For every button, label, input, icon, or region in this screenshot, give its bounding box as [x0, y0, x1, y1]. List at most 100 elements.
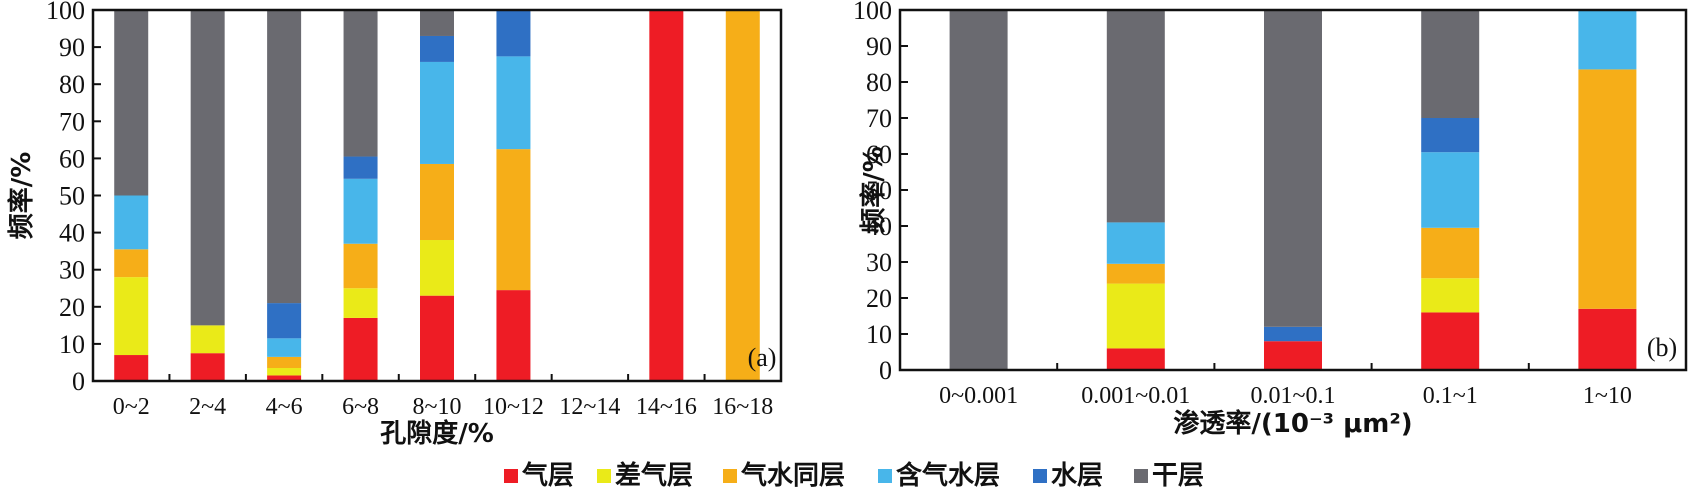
y-tick-label: 80 [59, 70, 85, 99]
bar-segment [420, 35, 454, 62]
x-tick-label: 16~18 [712, 394, 773, 420]
bar-segment [190, 325, 225, 354]
legend-label: 水层 [1051, 461, 1103, 491]
y-tick-label: 20 [866, 284, 892, 313]
y-tick-label: 70 [866, 104, 892, 133]
bar-segment [1421, 278, 1480, 313]
legend-label: 含气水层 [896, 460, 1000, 491]
y-tick-label: 40 [59, 219, 85, 248]
bar-segment [1106, 263, 1165, 284]
legend-swatch [597, 469, 611, 483]
bar-segment [496, 56, 531, 150]
bar-segment [267, 338, 302, 357]
legend-label: 干层 [1152, 461, 1204, 491]
legend-label: 差气层 [615, 460, 693, 491]
bar-segment [1421, 312, 1480, 370]
bar-segment [496, 149, 531, 291]
bar-segment [420, 10, 454, 36]
legend-label: 气层 [521, 460, 574, 491]
bar-segment [1421, 118, 1480, 153]
bar-segment [190, 10, 225, 326]
bar-segment [267, 303, 302, 339]
bar-segment [420, 295, 454, 381]
bar-segment [114, 355, 149, 381]
legend-swatch [723, 469, 737, 483]
y-axis-label: 频率/% [858, 146, 889, 234]
x-axis-label: 孔隙度/% [380, 418, 494, 449]
bar-segment [1106, 222, 1165, 264]
bar-segment [725, 10, 760, 381]
bar-segment [420, 61, 454, 164]
legend-label: 气水同层 [740, 460, 845, 491]
bar-segment [1578, 308, 1637, 370]
x-tick-label: 0~0.001 [939, 383, 1018, 409]
bar-segment [343, 288, 378, 318]
panel-label: (a) [748, 343, 777, 372]
y-tick-label: 10 [866, 320, 892, 349]
bar-segment [1106, 10, 1165, 223]
bar-segment [496, 10, 531, 57]
x-tick-label: 2~4 [189, 394, 226, 420]
bar-segment [1264, 326, 1322, 342]
y-tick-label: 50 [866, 176, 892, 205]
bar-segment [496, 290, 531, 381]
x-tick-label: 12~14 [559, 394, 620, 420]
x-tick-label: 0.1~1 [1423, 383, 1478, 409]
x-tick-label: 4~6 [266, 394, 303, 420]
legend-swatch [1033, 469, 1047, 483]
bar-segment [649, 10, 684, 381]
y-axis-label: 频率/% [6, 152, 37, 240]
chart-panel-b: 0~0.001 0.001~0.01 0.01~0.1 0.1~1 1~10 0 10 20 3… [853, 0, 1688, 439]
legend-swatch [504, 469, 518, 483]
y-tick-label: 10 [59, 330, 85, 359]
y-tick-label: 100 [853, 0, 892, 25]
y-tick-label: 60 [866, 140, 892, 169]
bar-segment [1578, 10, 1637, 70]
y-tick-label: 100 [46, 0, 85, 25]
y-tick-label: 30 [59, 256, 85, 285]
bar-segment [1421, 227, 1480, 279]
bar-segment [267, 368, 302, 376]
bar-segment [114, 10, 149, 196]
bar-segment [1421, 10, 1480, 118]
y-tick-label: 80 [866, 68, 892, 97]
x-tick-label: 8~10 [413, 394, 462, 420]
y-tick-label: 20 [59, 293, 85, 322]
bar-segment [949, 10, 1008, 370]
chart-panel-a: 0~2 2~4 4~6 6~8 8~10 10~12 12~14 14~16 16~18 0 10 2… [6, 0, 783, 449]
bar-segment [420, 163, 454, 241]
bar-segment [1264, 10, 1322, 327]
y-tick-label: 30 [866, 248, 892, 277]
bar-segment [343, 10, 378, 157]
y-tick-label: 90 [866, 32, 892, 61]
x-tick-label: 10~12 [483, 394, 544, 420]
bar-segment [1421, 152, 1480, 228]
bar-segment [267, 10, 302, 304]
bar-segment [114, 277, 149, 356]
y-tick-label: 40 [866, 212, 892, 241]
bar-segment [267, 356, 302, 369]
legend-swatch [1134, 469, 1148, 483]
bar-segment [114, 249, 149, 278]
x-tick-label: 0~2 [113, 394, 150, 420]
bar-segment [190, 353, 225, 381]
bar-segment [343, 178, 378, 244]
bar-segment [343, 243, 378, 289]
bar-segment [1106, 283, 1165, 349]
x-tick-label: 0.01~0.1 [1251, 383, 1336, 409]
bar-segment [1106, 348, 1165, 370]
y-tick-label: 50 [59, 182, 85, 211]
bar-segment [267, 375, 302, 381]
bar-segment [420, 240, 454, 296]
x-tick-label: 0.001~0.01 [1081, 383, 1190, 409]
y-tick-label: 0 [72, 367, 85, 396]
x-tick-label: 14~16 [636, 394, 697, 420]
y-tick-label: 70 [59, 107, 85, 136]
bar-segment [343, 156, 378, 179]
x-tick-label: 6~8 [342, 394, 379, 420]
bar-segment [343, 317, 378, 381]
panel-label: (b) [1647, 333, 1677, 362]
bar-segment [1578, 69, 1637, 309]
x-axis-label: 渗透率/(10⁻³ μm²) [1173, 408, 1412, 439]
